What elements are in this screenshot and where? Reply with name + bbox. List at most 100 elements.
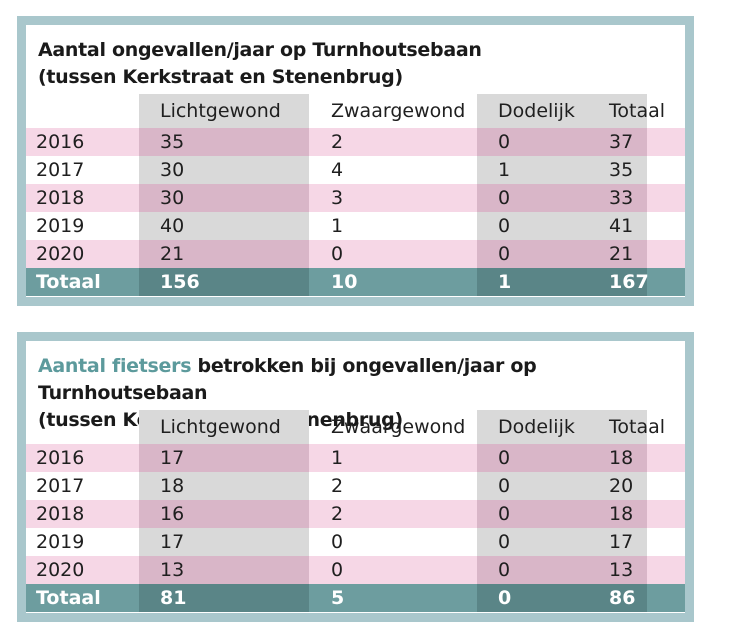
header-column-shade [477, 94, 647, 128]
row-year: 2018 [36, 187, 85, 209]
table-cell: 17 [609, 531, 634, 553]
column-header-lichtgewond: Lichtgewond [160, 100, 281, 122]
row-year: 2017 [36, 475, 85, 497]
row-year: 2017 [36, 159, 85, 181]
table-cell: 18 [609, 503, 634, 525]
total-cell: 156 [160, 271, 200, 293]
row-year: 2018 [36, 503, 85, 525]
column-shade [139, 184, 309, 212]
table-cell: 16 [160, 503, 185, 525]
table-cell: 0 [498, 531, 511, 553]
table-cell: 1 [331, 447, 344, 469]
column-shade [139, 472, 309, 500]
table-cell: 13 [609, 559, 634, 581]
table-cell: 17 [160, 531, 185, 553]
total-cell: 167 [609, 271, 649, 293]
table-cell: 33 [609, 187, 634, 209]
total-cell: 10 [331, 271, 358, 293]
column-shade [139, 444, 309, 472]
row-year: 2016 [36, 447, 85, 469]
table-subtitle: (tussen Kerkstraat en Stenenbrug) [38, 66, 403, 88]
table-cell: 0 [498, 447, 511, 469]
table-cell: 41 [609, 215, 634, 237]
total-cell: 5 [331, 587, 345, 609]
table-cell: 35 [609, 159, 634, 181]
table-cell: 0 [498, 475, 511, 497]
column-header-dodelijk: Dodelijk [498, 100, 575, 122]
column-shade [477, 240, 647, 268]
total-cell: 1 [498, 271, 512, 293]
column-header-zwaargewond: Zwaargewond [331, 416, 466, 438]
column-shade [139, 240, 309, 268]
total-cell: 81 [160, 587, 187, 609]
total-column-shade [477, 268, 647, 296]
table-cell: 0 [498, 215, 511, 237]
header-column-shade [139, 94, 309, 128]
total-cell: 0 [498, 587, 512, 609]
row-year: 2020 [36, 559, 85, 581]
table-cell: 0 [331, 559, 344, 581]
column-shade [139, 156, 309, 184]
column-shade [139, 212, 309, 240]
table-cell: 0 [498, 131, 511, 153]
column-shade [139, 500, 309, 528]
table-cell: 21 [609, 243, 634, 265]
column-shade [477, 156, 647, 184]
table-cell: 40 [160, 215, 185, 237]
table-cell: 17 [160, 447, 185, 469]
table-cell: 35 [160, 131, 185, 153]
total-label: Totaal [36, 587, 101, 609]
header-column-shade [139, 410, 309, 444]
table-cell: 1 [331, 215, 344, 237]
table-title-rest: betrokken bij ongevallen/jaar op Turnhou… [38, 355, 537, 404]
total-column-shade [477, 584, 647, 612]
column-header-lichtgewond: Lichtgewond [160, 416, 281, 438]
column-header-dodelijk: Dodelijk [498, 416, 575, 438]
total-label: Totaal [36, 271, 101, 293]
header-column-shade [477, 410, 647, 444]
column-header-totaal: Totaal [609, 100, 666, 122]
table-cell: 2 [331, 475, 344, 497]
cyclists-table-body: Aantal fietsers betrokken bij ongevallen… [26, 341, 685, 613]
column-shade [477, 444, 647, 472]
row-year: 2016 [36, 131, 85, 153]
table-cell: 13 [160, 559, 185, 581]
table-cell: 2 [331, 131, 344, 153]
total-column-shade [139, 584, 309, 612]
table-cell: 0 [498, 243, 511, 265]
table-cell: 21 [160, 243, 185, 265]
table-cell: 18 [609, 447, 634, 469]
column-shade [477, 528, 647, 556]
table-cell: 0 [331, 243, 344, 265]
column-shade [477, 184, 647, 212]
column-shade [477, 128, 647, 156]
column-shade [477, 472, 647, 500]
row-year: 2020 [36, 243, 85, 265]
table-cell: 0 [331, 531, 344, 553]
row-year: 2019 [36, 531, 85, 553]
table-cell: 20 [609, 475, 634, 497]
cyclists-table-grid: Lichtgewond Zwaargewond Dodelijk Totaal 2016… [26, 341, 685, 613]
cyclists-table-title: Aantal fietsers betrokken bij ongevallen… [38, 353, 678, 434]
column-shade [477, 500, 647, 528]
table-title: Aantal ongevallen/jaar op Turnhoutsebaan [38, 39, 482, 61]
table-title-highlight: Aantal fietsers [38, 355, 192, 377]
column-header-totaal: Totaal [609, 416, 666, 438]
column-shade [139, 556, 309, 584]
total-column-shade [139, 268, 309, 296]
total-cell: 86 [609, 587, 636, 609]
column-shade [477, 212, 647, 240]
accidents-table-grid: Lichtgewond Zwaargewond Dodelijk Totaal 2016… [26, 25, 685, 297]
accidents-table-panel: Aantal ongevallen/jaar op Turnhoutsebaan… [17, 16, 694, 306]
table-cell: 18 [160, 475, 185, 497]
table-cell: 37 [609, 131, 634, 153]
cyclists-table-panel: Aantal fietsers betrokken bij ongevallen… [17, 332, 694, 622]
table-cell: 30 [160, 159, 185, 181]
table-cell: 30 [160, 187, 185, 209]
table-cell: 0 [498, 503, 511, 525]
table-cell: 0 [498, 187, 511, 209]
accidents-table-body: Aantal ongevallen/jaar op Turnhoutsebaan… [26, 25, 685, 297]
table-cell: 2 [331, 503, 344, 525]
column-shade [477, 556, 647, 584]
table-cell: 0 [498, 559, 511, 581]
